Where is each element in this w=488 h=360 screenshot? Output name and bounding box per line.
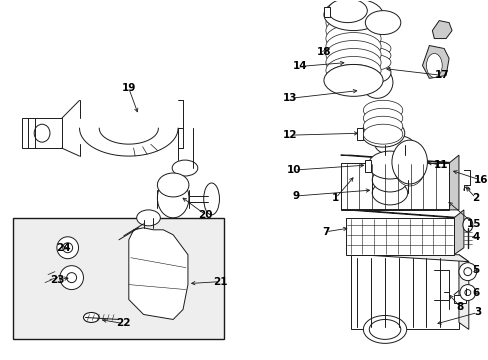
- Ellipse shape: [57, 237, 79, 259]
- Text: 15: 15: [466, 219, 480, 229]
- Bar: [350, 255, 458, 329]
- Ellipse shape: [325, 57, 380, 84]
- Ellipse shape: [368, 319, 400, 339]
- Ellipse shape: [361, 67, 392, 98]
- Polygon shape: [422, 45, 448, 78]
- Text: 17: 17: [434, 71, 448, 80]
- Ellipse shape: [371, 181, 407, 205]
- Ellipse shape: [325, 49, 380, 76]
- Text: 24: 24: [56, 243, 71, 253]
- Text: 8: 8: [455, 302, 463, 311]
- Ellipse shape: [83, 312, 99, 323]
- Ellipse shape: [325, 9, 380, 37]
- Text: 11: 11: [433, 160, 447, 170]
- Ellipse shape: [323, 64, 382, 96]
- Polygon shape: [350, 255, 468, 262]
- Text: 14: 14: [292, 62, 307, 71]
- Ellipse shape: [363, 124, 402, 144]
- Ellipse shape: [363, 62, 390, 82]
- Ellipse shape: [463, 268, 471, 276]
- Ellipse shape: [363, 100, 402, 120]
- Ellipse shape: [393, 142, 425, 182]
- Ellipse shape: [464, 289, 470, 296]
- Ellipse shape: [459, 285, 475, 301]
- Polygon shape: [22, 118, 61, 148]
- Bar: [365, 160, 370, 172]
- Ellipse shape: [393, 144, 425, 184]
- Polygon shape: [431, 21, 451, 39]
- Ellipse shape: [325, 41, 380, 68]
- Ellipse shape: [393, 145, 425, 185]
- Ellipse shape: [393, 146, 425, 186]
- Bar: [453, 294, 465, 302]
- Ellipse shape: [361, 119, 404, 147]
- Text: 7: 7: [322, 227, 329, 237]
- Polygon shape: [448, 155, 458, 210]
- Ellipse shape: [458, 263, 476, 280]
- Polygon shape: [453, 210, 463, 255]
- Ellipse shape: [325, 32, 380, 60]
- Ellipse shape: [355, 41, 390, 57]
- Polygon shape: [340, 155, 458, 163]
- Ellipse shape: [355, 48, 390, 63]
- Bar: [13, 218, 224, 339]
- Text: 19: 19: [122, 84, 136, 93]
- Ellipse shape: [157, 173, 188, 197]
- Ellipse shape: [367, 151, 411, 179]
- Bar: [345, 24, 351, 35]
- Ellipse shape: [323, 0, 382, 31]
- Polygon shape: [128, 228, 187, 319]
- Ellipse shape: [391, 140, 427, 184]
- Ellipse shape: [327, 0, 366, 23]
- Polygon shape: [345, 210, 463, 218]
- Ellipse shape: [374, 135, 414, 155]
- Ellipse shape: [363, 315, 406, 343]
- Ellipse shape: [137, 210, 160, 226]
- Ellipse shape: [426, 54, 441, 77]
- Text: 23: 23: [50, 275, 65, 285]
- Text: 16: 16: [472, 175, 487, 185]
- Ellipse shape: [393, 143, 425, 183]
- Ellipse shape: [365, 11, 400, 35]
- Text: 12: 12: [283, 130, 297, 140]
- Ellipse shape: [157, 178, 188, 218]
- Ellipse shape: [34, 124, 50, 142]
- Text: 18: 18: [316, 48, 330, 58]
- Ellipse shape: [60, 266, 83, 289]
- Text: 9: 9: [292, 191, 299, 201]
- Ellipse shape: [203, 183, 219, 215]
- Text: 10: 10: [286, 165, 301, 175]
- Polygon shape: [458, 255, 468, 329]
- Text: 6: 6: [471, 288, 478, 298]
- Ellipse shape: [371, 168, 407, 192]
- Ellipse shape: [172, 160, 197, 176]
- Text: 1: 1: [331, 193, 339, 203]
- Ellipse shape: [363, 108, 402, 128]
- Bar: [357, 72, 363, 92]
- Bar: [357, 128, 363, 140]
- Text: 21: 21: [213, 276, 227, 287]
- Text: 5: 5: [471, 265, 478, 275]
- Ellipse shape: [325, 64, 380, 92]
- Ellipse shape: [325, 24, 380, 53]
- Ellipse shape: [66, 273, 77, 283]
- Text: 22: 22: [115, 319, 130, 328]
- Bar: [340, 163, 448, 210]
- Text: 20: 20: [198, 210, 212, 220]
- Text: 3: 3: [473, 307, 480, 318]
- Text: 2: 2: [471, 193, 478, 203]
- Text: 4: 4: [471, 232, 478, 242]
- Ellipse shape: [325, 1, 380, 28]
- Bar: [345, 218, 453, 255]
- Ellipse shape: [355, 54, 390, 71]
- Ellipse shape: [363, 116, 402, 136]
- Ellipse shape: [349, 19, 380, 39]
- Ellipse shape: [62, 243, 73, 253]
- Bar: [323, 7, 329, 17]
- Ellipse shape: [325, 17, 380, 45]
- Text: 13: 13: [283, 93, 297, 103]
- Ellipse shape: [462, 218, 472, 232]
